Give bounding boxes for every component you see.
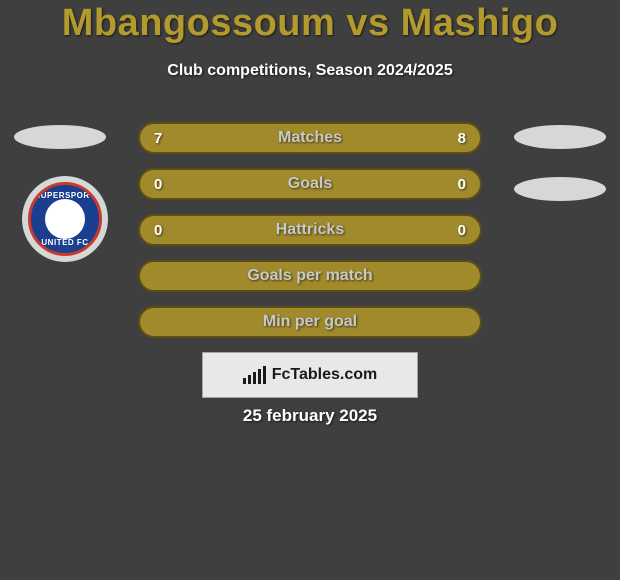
stat-right-value: 0 xyxy=(458,216,466,244)
date-label: 25 february 2025 xyxy=(0,406,620,426)
stat-label: Hattricks xyxy=(276,221,344,239)
stat-label: Matches xyxy=(278,129,342,147)
bar-chart-icon xyxy=(243,366,266,384)
brand-box: FcTables.com xyxy=(202,352,418,398)
stat-left-value: 0 xyxy=(154,216,162,244)
left-player-oval xyxy=(14,125,106,149)
soccer-ball-icon xyxy=(45,199,85,239)
stat-right-value: 8 xyxy=(458,124,466,152)
stat-left-value: 0 xyxy=(154,170,162,198)
stat-bars: 7 Matches 8 0 Goals 0 0 Hattricks 0 Goals per mat… xyxy=(138,122,482,352)
page-title: Mbangossoum vs Mashigo xyxy=(0,2,620,45)
stat-row: Min per goal xyxy=(138,306,482,338)
logo-text-bottom: UNITED FC xyxy=(31,238,99,247)
stat-label: Goals per match xyxy=(247,267,372,285)
stat-label: Min per goal xyxy=(263,313,357,331)
stat-row: 0 Goals 0 xyxy=(138,168,482,200)
stat-row: 7 Matches 8 xyxy=(138,122,482,154)
right-player-oval-2 xyxy=(514,177,606,201)
stat-row: Goals per match xyxy=(138,260,482,292)
right-player-oval xyxy=(514,125,606,149)
team-logo-icon: SUPERSPORT UNITED FC xyxy=(28,182,102,256)
stat-right-value: 0 xyxy=(458,170,466,198)
brand-text: FcTables.com xyxy=(272,366,378,384)
subtitle: Club competitions, Season 2024/2025 xyxy=(0,62,620,80)
stat-label: Goals xyxy=(288,175,332,193)
stat-left-value: 7 xyxy=(154,124,162,152)
left-team-logo: SUPERSPORT UNITED FC xyxy=(22,176,108,262)
comparison-infographic: Mbangossoum vs Mashigo Club competitions… xyxy=(0,0,620,580)
stat-row: 0 Hattricks 0 xyxy=(138,214,482,246)
